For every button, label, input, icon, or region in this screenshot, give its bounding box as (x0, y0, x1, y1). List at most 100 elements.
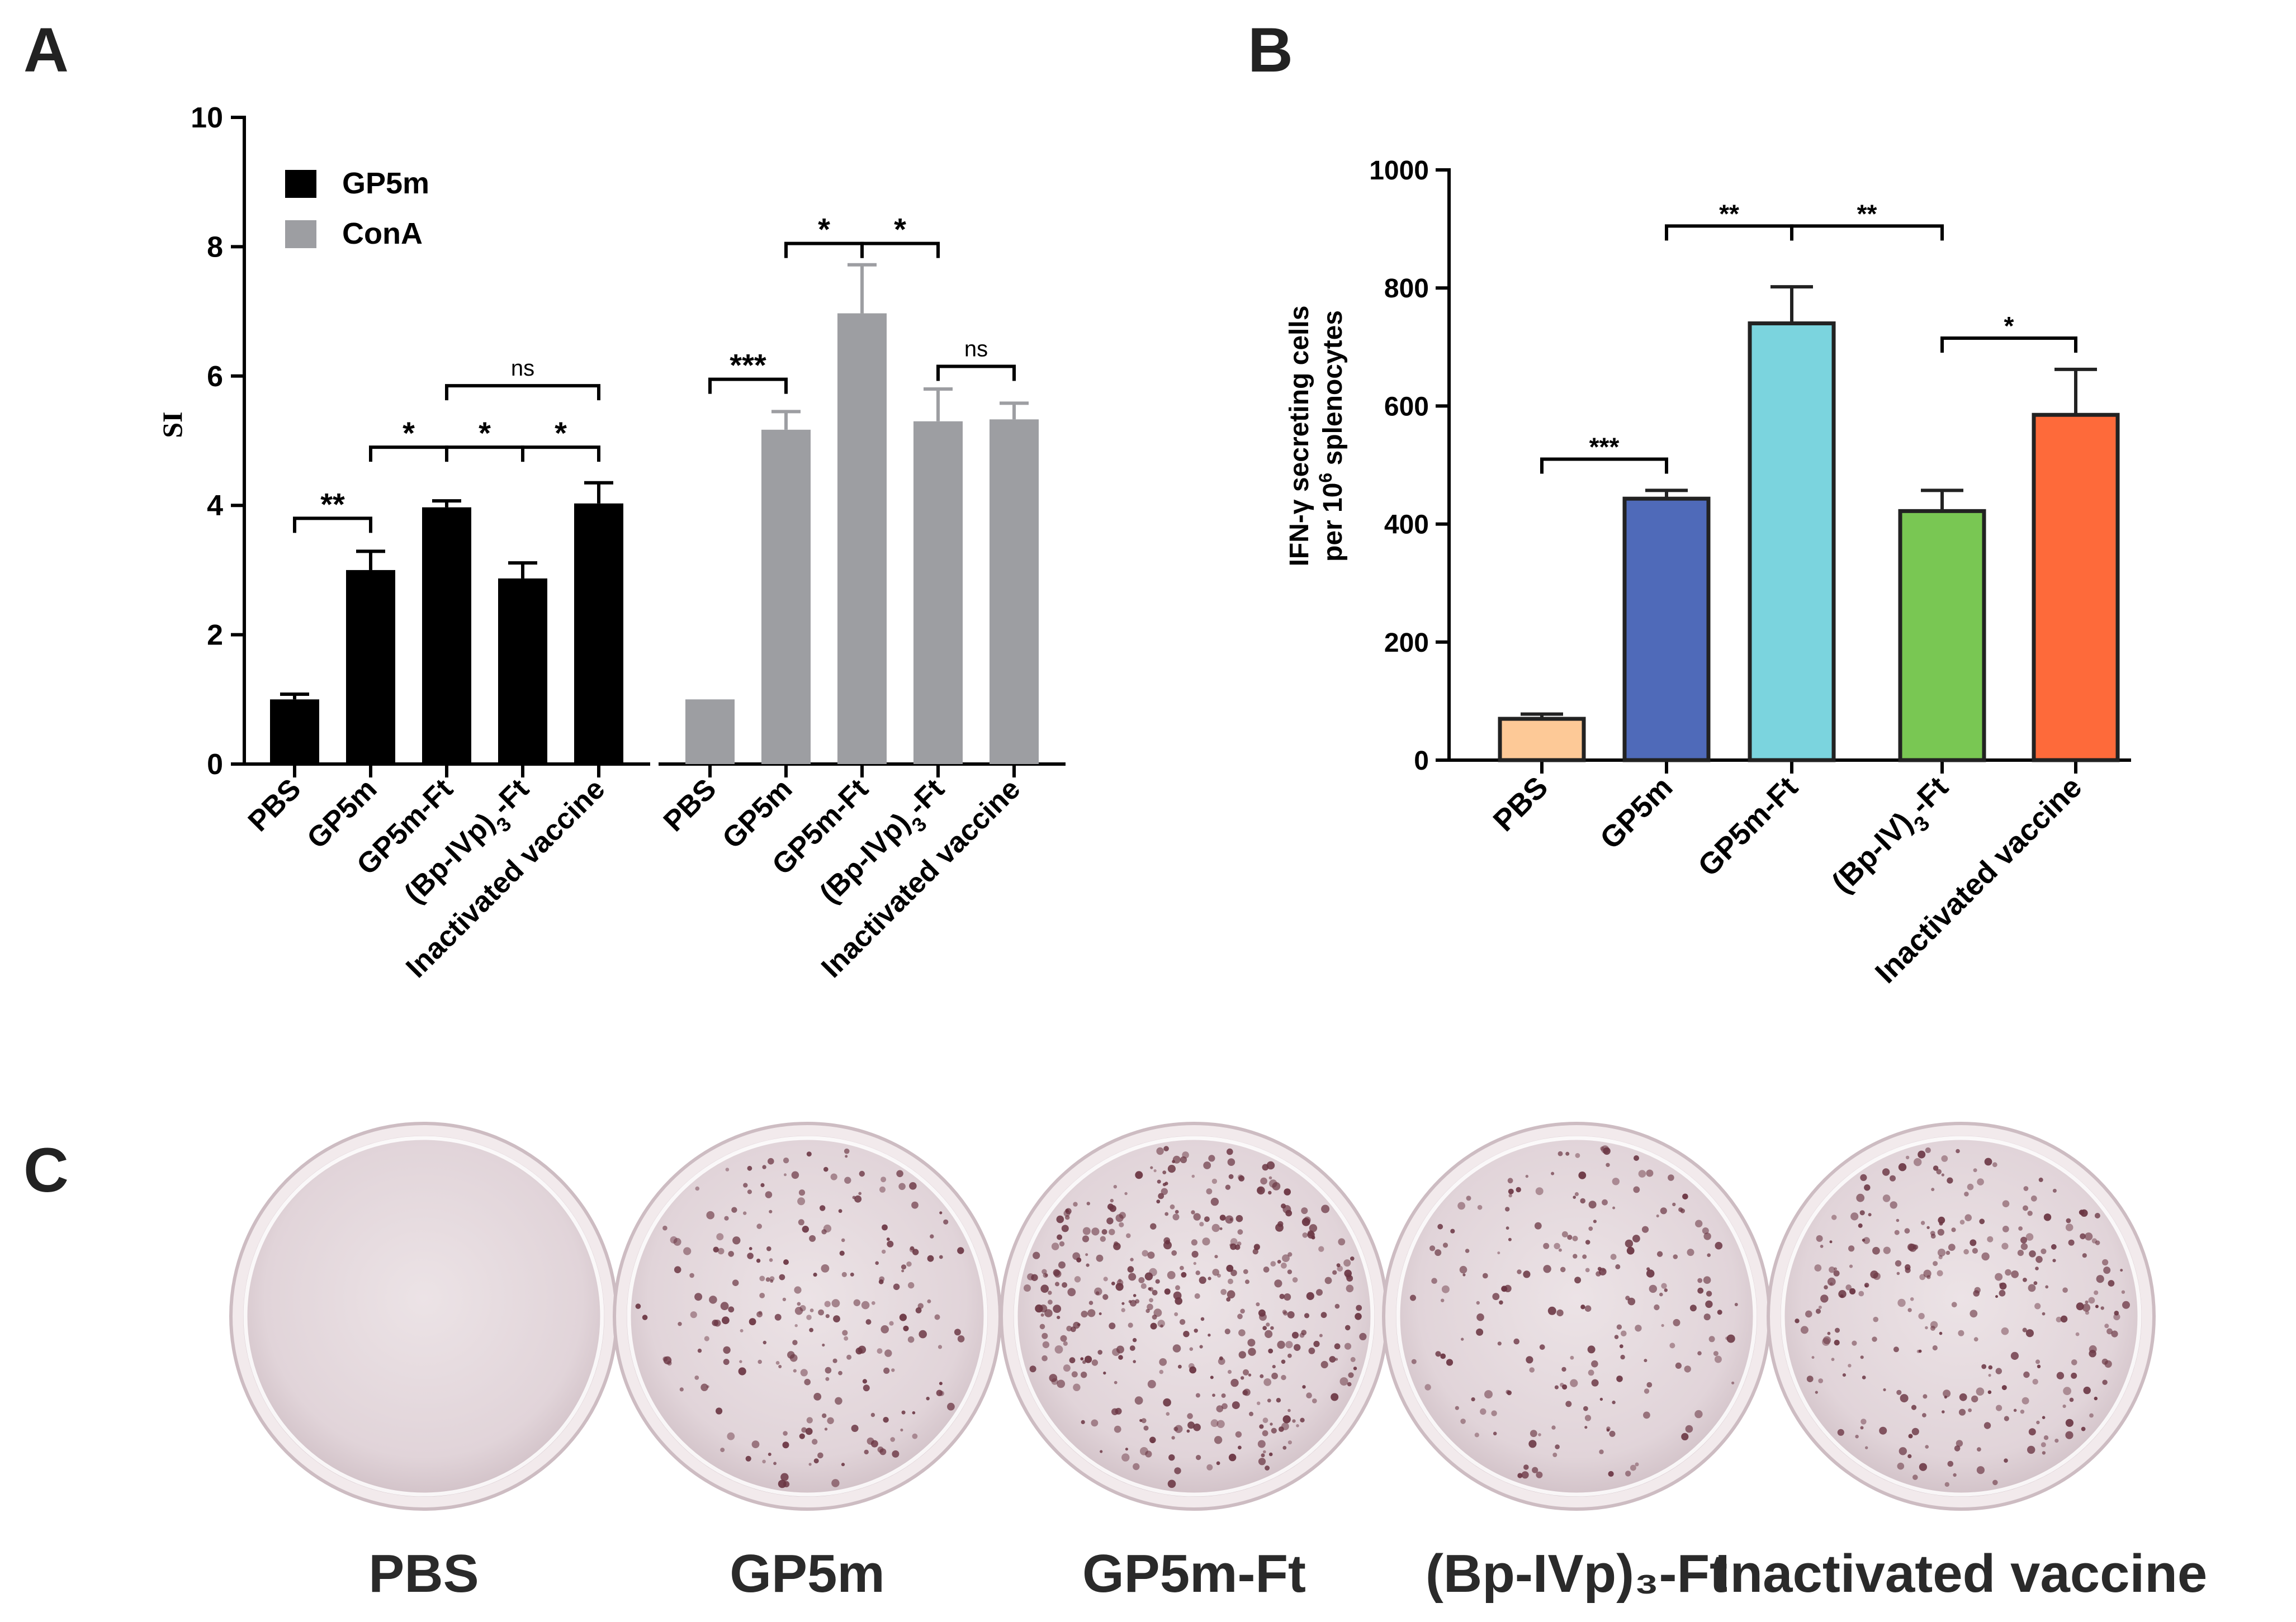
plate-2-spot (1033, 1251, 1040, 1259)
plate-2-spot (1267, 1398, 1271, 1403)
plate-1-spot (751, 1440, 760, 1449)
plate-2-spot (1237, 1313, 1243, 1320)
plate-4-spot (2023, 1371, 2030, 1378)
chart-b-sig-1-label: ** (1719, 199, 1739, 228)
plate-1-spot (749, 1247, 752, 1250)
plate-1-spot (802, 1226, 809, 1233)
plate-1-spot (720, 1448, 725, 1453)
plate-3-spot (1508, 1188, 1514, 1194)
plate-1-spot (756, 1311, 763, 1318)
plate-1-spot (673, 1237, 681, 1246)
plate-2-spot (1224, 1329, 1230, 1335)
plate-2-spot (1101, 1229, 1107, 1235)
plate-2-spot (1163, 1146, 1169, 1151)
plate-2-spot (1240, 1308, 1245, 1314)
plate-1-spot (835, 1397, 842, 1405)
plate-4-spot (1937, 1229, 1944, 1236)
plate-2-spot (1111, 1282, 1115, 1286)
plate-1-spot (877, 1348, 883, 1354)
plate-1-spot (683, 1247, 692, 1255)
plate-2-spot (1353, 1367, 1357, 1370)
plate-1-spot (769, 1276, 775, 1282)
plate-1-spot (839, 1250, 845, 1256)
plate-2-spot (1096, 1254, 1104, 1262)
plate-1-spot (768, 1158, 774, 1165)
plate-2-spot (1128, 1322, 1133, 1328)
plate-3-spot (1565, 1401, 1572, 1407)
bar-b-2 (1748, 321, 1836, 762)
plate-2-spot (1085, 1253, 1088, 1256)
plate-4-spot (2084, 1232, 2093, 1241)
plate-4-spot (1848, 1245, 1855, 1252)
plate-2-spot (1261, 1453, 1265, 1458)
plate-1-spot (859, 1170, 865, 1177)
plate-2-spot (1031, 1274, 1038, 1281)
plate-2-spot (1253, 1244, 1260, 1250)
plate-4-spot (1987, 1236, 1994, 1242)
plate-4-spot (2037, 1364, 2041, 1368)
chart-a-y-tick-label: 4 (207, 490, 223, 522)
plate-2-spot (1221, 1393, 1226, 1398)
plate-4-spot (1977, 1447, 1981, 1452)
plate-1-spot (896, 1170, 903, 1178)
plate-2-spot (1121, 1308, 1125, 1312)
plate-3-spot (1552, 1453, 1558, 1457)
plate-4-spot (2066, 1218, 2071, 1223)
plate-1-spot (809, 1327, 813, 1332)
plate-3-spot (1521, 1471, 1529, 1479)
chart-a-legend: GP5m ConA (285, 167, 429, 250)
plate-4-spot (1842, 1373, 1846, 1377)
plate-4-spot (1947, 1177, 1953, 1184)
legend-swatch-gp5m (285, 170, 316, 198)
plate-1-spot (780, 1473, 789, 1481)
plate-2-spot (1271, 1372, 1279, 1379)
plate-1-spot (864, 1449, 869, 1455)
plate-3-spot (1649, 1284, 1657, 1293)
plate-4-spot (1943, 1389, 1951, 1398)
plate-1-spot (887, 1240, 894, 1248)
plate-2-spot (1167, 1165, 1176, 1173)
plate-4-spot (1979, 1218, 1985, 1225)
plate-2-spot (1211, 1223, 1220, 1232)
plate-3-spot (1584, 1415, 1592, 1421)
plate-3-spot (1580, 1305, 1585, 1310)
plate-4-spot (1858, 1291, 1864, 1297)
plate-4-spot (1829, 1267, 1835, 1273)
plate-3-spot (1627, 1297, 1636, 1306)
plate-3-spot (1529, 1367, 1535, 1373)
plate-4-spot (1873, 1316, 1878, 1322)
plate-3-spot (1477, 1204, 1483, 1210)
plate-2-spot (1262, 1417, 1268, 1424)
plate-3-spot (1694, 1410, 1703, 1419)
plate-1-spot (939, 1211, 943, 1215)
plate-2-spot (1040, 1313, 1044, 1317)
plate-1-spot (919, 1330, 927, 1339)
plate-2-spot (1336, 1263, 1341, 1268)
plate-3-spot (1612, 1206, 1616, 1210)
chart-a-sig-3-label: * (555, 415, 567, 450)
plate-3-spot (1726, 1334, 1735, 1343)
plate-4-spot (1995, 1295, 1998, 1298)
plate-1-spot (820, 1205, 826, 1211)
plate-1-spot (805, 1427, 813, 1435)
plate-1-spot (709, 1296, 717, 1304)
bar-cona-2 (837, 313, 887, 764)
plate-1-spot (717, 1248, 725, 1255)
plate-4-spot (1947, 1460, 1954, 1467)
plate-2-spot (1063, 1364, 1071, 1372)
plate-2-spot (1147, 1379, 1156, 1388)
plate-3-spot (1673, 1319, 1680, 1326)
plate-4-spot (1824, 1285, 1828, 1289)
plate-4-spot (1931, 1188, 1935, 1192)
plate-3-spot (1585, 1240, 1590, 1245)
plate-2-spot (1063, 1341, 1068, 1346)
plate-4-spot (2094, 1213, 2100, 1218)
chart-b-y-label-line2: per 106 splenocytes (1315, 310, 1348, 562)
plate-2-spot (1121, 1302, 1125, 1305)
plate-4-spot (2062, 1287, 2068, 1293)
chart-b-x-label-0-main: PBS (1487, 770, 1555, 838)
plate-2-spot (1217, 1273, 1221, 1278)
plate-2-spot (1274, 1279, 1282, 1288)
plate-1-spot (778, 1365, 782, 1368)
